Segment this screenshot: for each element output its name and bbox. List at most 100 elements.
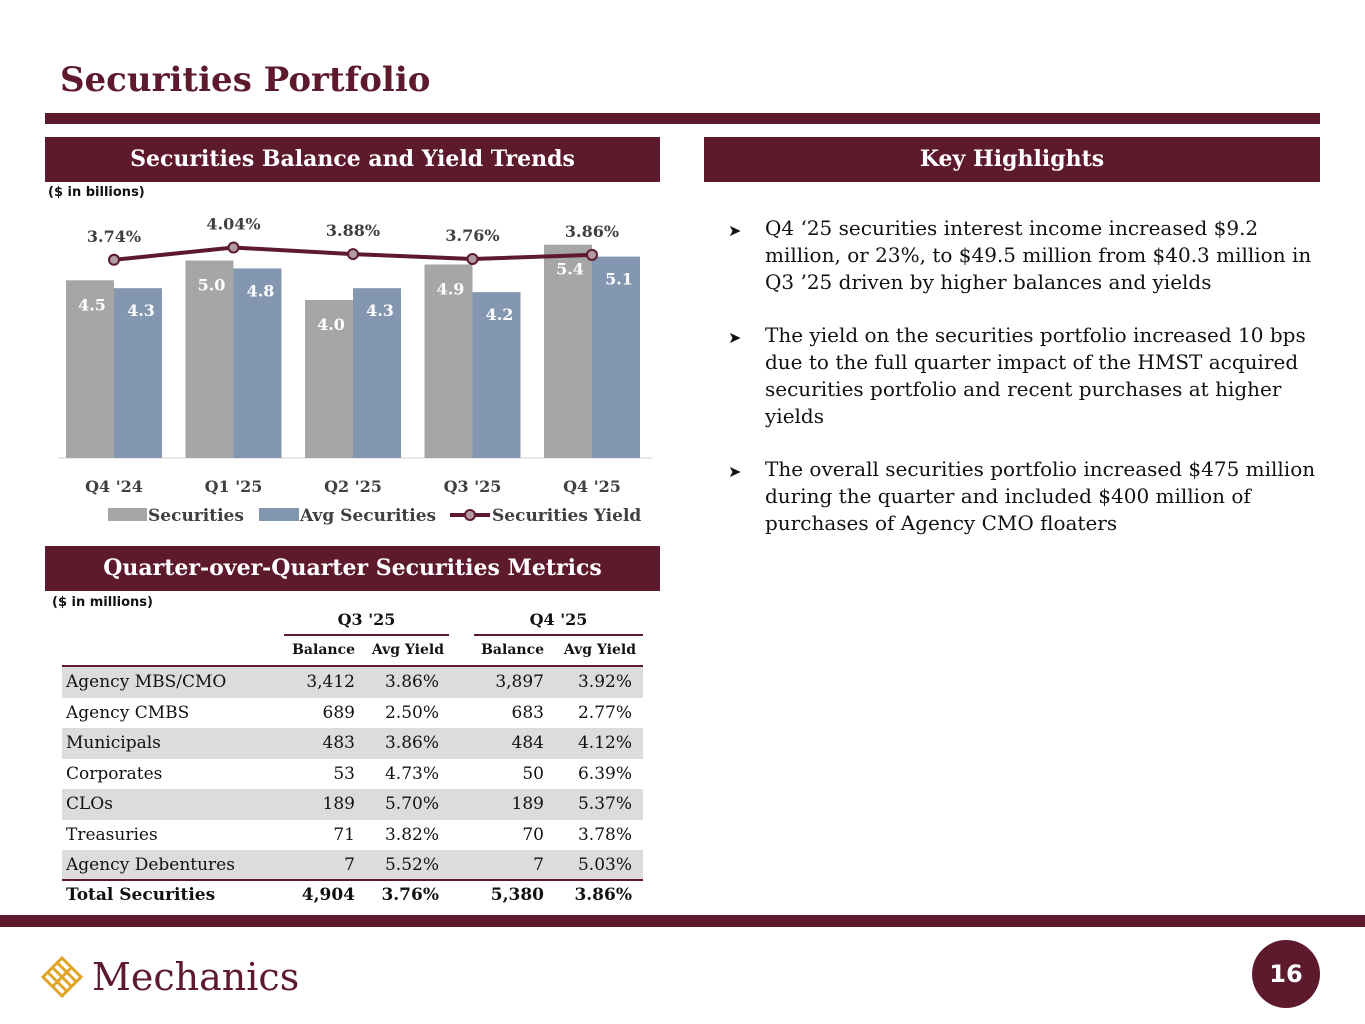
bar-avg-securities (353, 288, 401, 458)
highlight-text: Q4 ‘25 securities interest income increa… (765, 216, 1312, 294)
balance-yield-chart: 4.5 4.3 Q4 '24 5.0 4.8 Q1 '25 4.0 4.3 Q2 '25 4.9 4… (58, 215, 652, 526)
row-label: Agency MBS/CMO (66, 672, 227, 692)
bar-label-avg-securities: 4.3 (127, 301, 155, 320)
table-row: Agency MBS/CMO 3,412 3.86% 3,897 3.92% (62, 667, 643, 698)
q4-yield: 5.03% (577, 855, 632, 875)
bar-avg-securities (472, 292, 521, 458)
q4-balance: 5,380 (490, 885, 544, 905)
yield-label: 3.86% (565, 222, 619, 241)
legend-marker-yield (464, 509, 476, 521)
row-label: Agency CMBS (66, 702, 190, 723)
q4-yield: 2.77% (577, 702, 632, 723)
q4-yield: 5.37% (577, 794, 632, 814)
q4-balance: 484 (511, 733, 544, 753)
q3-balance: 7 (344, 855, 355, 875)
q3-balance: 71 (333, 824, 355, 845)
q3-yield: 2.50% (384, 702, 439, 723)
bar-label-avg-securities: 4.8 (247, 281, 275, 300)
diamond-lattice-icon (40, 955, 84, 999)
period-header-q4: Q4 '25 (529, 610, 588, 629)
bar-securities (544, 244, 592, 458)
table-row: Agency Debentures 7 5.52% 7 5.03% (62, 850, 643, 881)
bar-label-securities: 5.4 (556, 260, 584, 279)
bar-label-avg-securities: 4.2 (486, 305, 514, 324)
metrics-header: Quarter-over-Quarter Securities Metrics (45, 546, 660, 591)
bar-label-avg-securities: 5.1 (605, 270, 633, 289)
highlight-text: The overall securities portfolio increas… (765, 457, 1316, 535)
bar-securities (185, 260, 234, 458)
bar-label-securities: 5.0 (198, 276, 226, 295)
q3-yield: 5.52% (384, 855, 439, 875)
col-header-balance: Balance (481, 642, 544, 658)
col-header-yield: Avg Yield (563, 642, 636, 658)
bar-securities (424, 264, 473, 458)
q4-balance: 189 (511, 794, 544, 814)
metrics-unit-label: ($ in millions) (52, 595, 153, 610)
legend-label-avg-securities: Avg Securities (299, 506, 436, 526)
q4-balance: 7 (533, 855, 544, 875)
x-tick-label: Q4 '25 (563, 477, 621, 496)
legend-swatch-securities (108, 508, 147, 521)
period-header-q3: Q3 '25 (337, 610, 396, 629)
row-label: Corporates (66, 763, 163, 784)
row-label: Agency Debentures (66, 855, 235, 875)
footer-rule (0, 915, 1365, 927)
col-header-yield: Avg Yield (371, 642, 444, 658)
q4-yield: 3.78% (577, 824, 632, 845)
bar-label-avg-securities: 4.3 (366, 301, 394, 320)
yield-point (466, 252, 479, 265)
legend-label-yield: Securities Yield (492, 506, 641, 526)
q3-balance: 53 (333, 763, 355, 784)
q3-balance: 689 (322, 702, 355, 723)
yield-label: 3.76% (445, 226, 499, 245)
q4-balance: 50 (522, 763, 544, 784)
bar-avg-securities (114, 288, 162, 458)
q3-balance: 483 (322, 733, 355, 753)
q3-yield: 3.82% (384, 824, 439, 845)
table-row: Treasuries 71 3.82% 70 3.78% (62, 820, 643, 851)
yield-point (347, 248, 359, 261)
row-label: Total Securities (66, 885, 216, 905)
arrow-bullet-icon: ➤ (728, 221, 742, 240)
table-total-row: Total Securities 4,904 3.76% 5,380 3.86% (62, 880, 643, 911)
bar-avg-securities (592, 256, 640, 458)
bar-label-securities: 4.9 (437, 279, 465, 298)
q3-balance: 3,412 (306, 672, 355, 692)
q3-yield: 5.70% (384, 794, 439, 814)
q3-yield: 3.86% (384, 733, 439, 753)
q4-balance: 3,897 (495, 672, 544, 692)
highlight-text: The yield on the securities portfolio in… (765, 323, 1306, 428)
chart-unit-label: ($ in billions) (48, 185, 145, 200)
page-title: Securities Portfolio (60, 60, 431, 100)
row-label: Treasuries (66, 824, 158, 845)
bar-avg-securities (233, 268, 282, 458)
q4-balance: 683 (511, 702, 544, 723)
chart-header: Securities Balance and Yield Trends (45, 137, 660, 182)
arrow-bullet-icon: ➤ (728, 328, 742, 347)
arrow-bullet-icon: ➤ (728, 462, 742, 481)
x-tick-label: Q1 '25 (205, 477, 263, 496)
row-label: Municipals (66, 733, 161, 753)
header-rule (62, 665, 643, 667)
q3-yield: 4.73% (384, 763, 439, 784)
bar-securities (66, 280, 114, 458)
highlights-header: Key Highlights (704, 137, 1320, 182)
bar-securities (305, 300, 353, 458)
title-rule (45, 113, 1320, 124)
highlight-item: ➤ The yield on the securities portfolio … (728, 322, 1318, 430)
q3-balance: 4,904 (301, 885, 355, 905)
col-header-balance: Balance (292, 642, 355, 658)
table-row: CLOs 189 5.70% 189 5.37% (62, 789, 643, 820)
table-row: Municipals 483 3.86% 484 4.12% (62, 728, 643, 759)
total-rule (62, 879, 643, 881)
bar-label-securities: 4.5 (78, 295, 106, 314)
yield-label: 3.88% (326, 221, 380, 240)
page-number-badge: 16 (1252, 940, 1320, 1008)
logo-wordmark: Mechanics (92, 955, 300, 999)
yield-label: 4.04% (206, 215, 260, 234)
highlight-item: ➤ The overall securities portfolio incre… (728, 456, 1318, 537)
x-tick-label: Q2 '25 (324, 477, 382, 496)
x-tick-label: Q4 '24 (85, 477, 143, 496)
yield-label: 3.74% (87, 227, 141, 246)
highlight-item: ➤ Q4 ‘25 securities interest income incr… (728, 215, 1318, 296)
